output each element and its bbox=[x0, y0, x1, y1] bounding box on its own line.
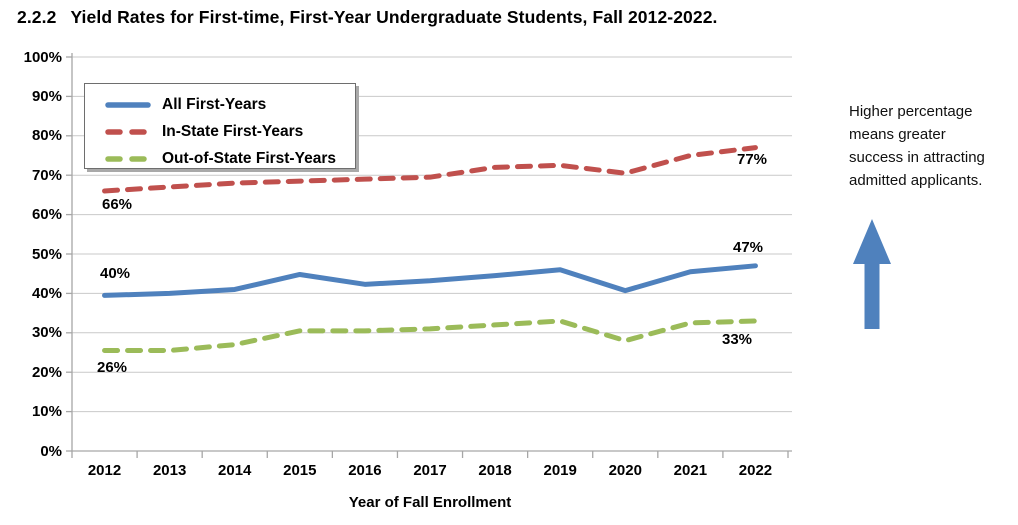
x-axis-tick-label: 2013 bbox=[152, 462, 187, 479]
x-axis-tick-label: 2012 bbox=[87, 462, 122, 479]
series-line-out-of-state-first-years bbox=[102, 318, 758, 354]
x-axis-tick-label: 2017 bbox=[413, 462, 447, 479]
series-line-all-first-years bbox=[102, 263, 758, 298]
x-axis-tick-label: 2014 bbox=[218, 462, 252, 479]
y-axis-tick-label: 10% bbox=[31, 403, 62, 421]
series-line-in-state-first-years bbox=[102, 145, 758, 194]
legend-item: All First-Years bbox=[85, 91, 355, 118]
y-axis-tick-label: 20% bbox=[31, 363, 62, 381]
up-arrow-icon bbox=[845, 214, 905, 339]
x-axis-title: Year of Fall Enrollment bbox=[348, 494, 512, 511]
y-axis-tick-label: 50% bbox=[31, 245, 62, 263]
x-axis-tick-label: 2018 bbox=[478, 462, 512, 479]
data-point-label: 77% bbox=[737, 151, 768, 168]
data-point-label: 40% bbox=[100, 265, 131, 282]
page-title: 2.2.2 Yield Rates for First-time, First-Y… bbox=[17, 7, 718, 28]
y-axis-tick-label: 40% bbox=[31, 284, 62, 302]
x-axis-tick-label: 2019 bbox=[543, 462, 577, 479]
y-axis-tick-label: 70% bbox=[31, 166, 62, 184]
x-axis-tick-label: 2015 bbox=[283, 462, 317, 479]
y-axis-tick-label: 100% bbox=[23, 48, 62, 66]
legend-swatch-dashed-line-icon bbox=[105, 128, 151, 135]
legend-item: In-State First-Years bbox=[85, 118, 355, 145]
x-axis-tick-label: 2020 bbox=[608, 462, 642, 479]
title-section-number: 2.2.2 bbox=[17, 7, 57, 27]
legend-label: Out-of-State First-Years bbox=[162, 149, 336, 167]
legend-swatch-solid-line-icon bbox=[105, 101, 151, 108]
y-axis-tick-label: 0% bbox=[40, 442, 62, 460]
legend-label: In-State First-Years bbox=[162, 122, 304, 140]
x-axis-tick-label: 2022 bbox=[738, 462, 773, 479]
annotation-text: Higher percentage means greater success … bbox=[849, 103, 985, 189]
data-point-label: 33% bbox=[722, 331, 753, 348]
data-point-label: 66% bbox=[102, 196, 133, 213]
legend-label: All First-Years bbox=[162, 95, 267, 113]
data-point-label: 47% bbox=[733, 239, 764, 256]
y-axis-tick-label: 90% bbox=[31, 87, 62, 105]
x-axis-tick-label: 2016 bbox=[348, 462, 382, 479]
legend-item: Out-of-State First-Years bbox=[85, 145, 355, 172]
y-axis-tick-label: 30% bbox=[31, 324, 62, 342]
up-arrow-shape bbox=[853, 219, 891, 329]
data-point-label: 26% bbox=[97, 359, 128, 376]
y-axis-tick-label: 80% bbox=[31, 127, 62, 145]
x-axis-tick-label: 2021 bbox=[673, 462, 708, 479]
legend-swatch-dashed-line-icon bbox=[105, 155, 151, 162]
chart-legend: All First-Years In-State First-Years Out-o… bbox=[84, 83, 356, 169]
title-text: Yield Rates for First-time, First-Year U… bbox=[70, 7, 718, 27]
y-axis-tick-label: 60% bbox=[31, 206, 62, 224]
